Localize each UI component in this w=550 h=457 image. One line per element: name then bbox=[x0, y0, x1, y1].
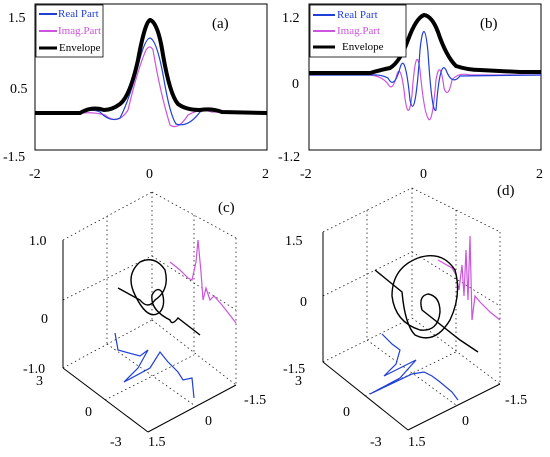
panel-a: (a) 1.5 0.5 -1.5 -2 0 2 Real Part Imag.P… bbox=[3, 3, 269, 182]
panel-d-xtick-3: 3 bbox=[295, 374, 302, 389]
panel-d-ztick-bottom: -1.5 bbox=[283, 362, 305, 377]
panel-a-legend-real: Real Part bbox=[58, 8, 99, 20]
panel-c-edge-3 bbox=[147, 384, 237, 433]
panel-b: (b) 1.2 0 -1.2 -2 0 2 Real Part Imag.Par… bbox=[278, 3, 543, 182]
panel-b-frame bbox=[308, 3, 542, 151]
panel-b-xtick-mid: 0 bbox=[420, 167, 427, 182]
panel-b-series-envelope bbox=[309, 12, 541, 75]
panel-a-xtick-mid: 0 bbox=[146, 167, 153, 182]
panel-b-legend-imag: Imag.Part bbox=[337, 25, 380, 37]
panel-a-ytick-mid: 0.5 bbox=[10, 82, 28, 97]
panel-c-grid-11 bbox=[106, 343, 195, 406]
panel-c: (c) 1.0 0 -1.0 3 0 -3 1.5 0 bbox=[23, 191, 266, 450]
panel-c-box bbox=[62, 240, 237, 433]
panel-d-ztick-mid: 0 bbox=[300, 295, 307, 310]
panel-b-xtick-right: 2 bbox=[536, 167, 543, 182]
panel-c-xtick-0: 0 bbox=[85, 405, 92, 420]
panel-c-series-imag-projection bbox=[169, 239, 237, 324]
panel-d-grid-11 bbox=[366, 339, 457, 406]
panel-a-series-real bbox=[35, 37, 268, 126]
panel-c-xtick-neg3: -3 bbox=[110, 435, 122, 450]
panel-d-ztick-top: 1.5 bbox=[285, 234, 303, 249]
panel-c-ztick-mid: 0 bbox=[41, 312, 48, 327]
panel-a-xtick-right: 2 bbox=[262, 167, 269, 182]
panel-c-ztick-bottom: -1.0 bbox=[23, 362, 45, 377]
panel-a-label: (a) bbox=[212, 16, 229, 32]
panel-c-ytick-0: 0 bbox=[205, 414, 212, 429]
panel-a-series-imag bbox=[35, 46, 268, 128]
panel-a-ytick-top: 1.5 bbox=[8, 11, 26, 26]
panel-c-series-real-projection bbox=[114, 332, 195, 399]
panel-d-grid-7 bbox=[322, 251, 413, 297]
panel-c-label: (c) bbox=[218, 200, 235, 216]
panel-b-legend: Real Part Imag.Part Envelope bbox=[309, 4, 407, 58]
panel-c-grid bbox=[62, 191, 237, 406]
panel-c-ytick-neg15: -1.5 bbox=[244, 393, 266, 408]
panel-c-ytick-15: 1.5 bbox=[148, 435, 166, 450]
panel-b-legend-real: Real Part bbox=[337, 9, 378, 21]
panel-d-label: (d) bbox=[497, 183, 515, 199]
panel-a-frame bbox=[34, 3, 268, 151]
panel-a-legend-envelope: Envelope bbox=[59, 42, 101, 54]
panel-b-ytick-bottom: -1.2 bbox=[278, 150, 300, 165]
panel-c-grid-1 bbox=[62, 191, 153, 241]
panel-d-grid-2 bbox=[411, 187, 501, 233]
panel-b-label: (b) bbox=[480, 16, 498, 32]
panel-c-grid-12 bbox=[104, 354, 195, 401]
panel-d-grid-8 bbox=[411, 251, 501, 307]
panel-a-series-envelope bbox=[35, 17, 268, 115]
panel-b-series-imag bbox=[309, 58, 541, 121]
panel-d-grid-1 bbox=[322, 187, 413, 233]
panel-a-legend-imag: Imag.Part bbox=[58, 25, 101, 37]
panel-b-ytick-mid: 0 bbox=[292, 77, 299, 92]
panel-b-xtick-left: -2 bbox=[300, 167, 312, 182]
panel-a-legend: Real Part Imag.Part Envelope bbox=[35, 4, 104, 58]
panel-a-xtick-left: -2 bbox=[29, 167, 41, 182]
panel-b-series-real bbox=[309, 30, 542, 111]
panel-c-series-envelope-3d bbox=[117, 259, 201, 336]
panel-b-ytick-top: 1.2 bbox=[282, 11, 300, 26]
panel-c-ztick-top: 1.0 bbox=[29, 234, 47, 249]
panel-a-ytick-bottom: -1.5 bbox=[3, 150, 25, 165]
panel-d-grid bbox=[322, 187, 501, 406]
panel-d: (d) 1.5 0 -1.5 3 0 -3 1.5 0 bbox=[283, 183, 527, 450]
panel-d-xtick-neg3: -3 bbox=[370, 435, 382, 450]
panel-d-xtick-0: 0 bbox=[343, 405, 350, 420]
panel-b-legend-envelope: Envelope bbox=[342, 41, 384, 53]
panel-d-edge-3 bbox=[407, 383, 501, 431]
panel-d-series-real-projection bbox=[369, 333, 459, 401]
panel-d-series-envelope-3d bbox=[374, 255, 479, 353]
panel-d-ytick-15: 1.5 bbox=[408, 435, 426, 450]
panel-d-series-imag-projection bbox=[437, 235, 501, 321]
panel-c-grid-7 bbox=[62, 255, 153, 301]
panel-c-xtick-3: 3 bbox=[36, 374, 43, 389]
panel-d-grid-12 bbox=[364, 351, 457, 397]
panel-d-ytick-neg15: -1.5 bbox=[505, 393, 527, 408]
panel-d-ytick-0: 0 bbox=[462, 414, 469, 429]
